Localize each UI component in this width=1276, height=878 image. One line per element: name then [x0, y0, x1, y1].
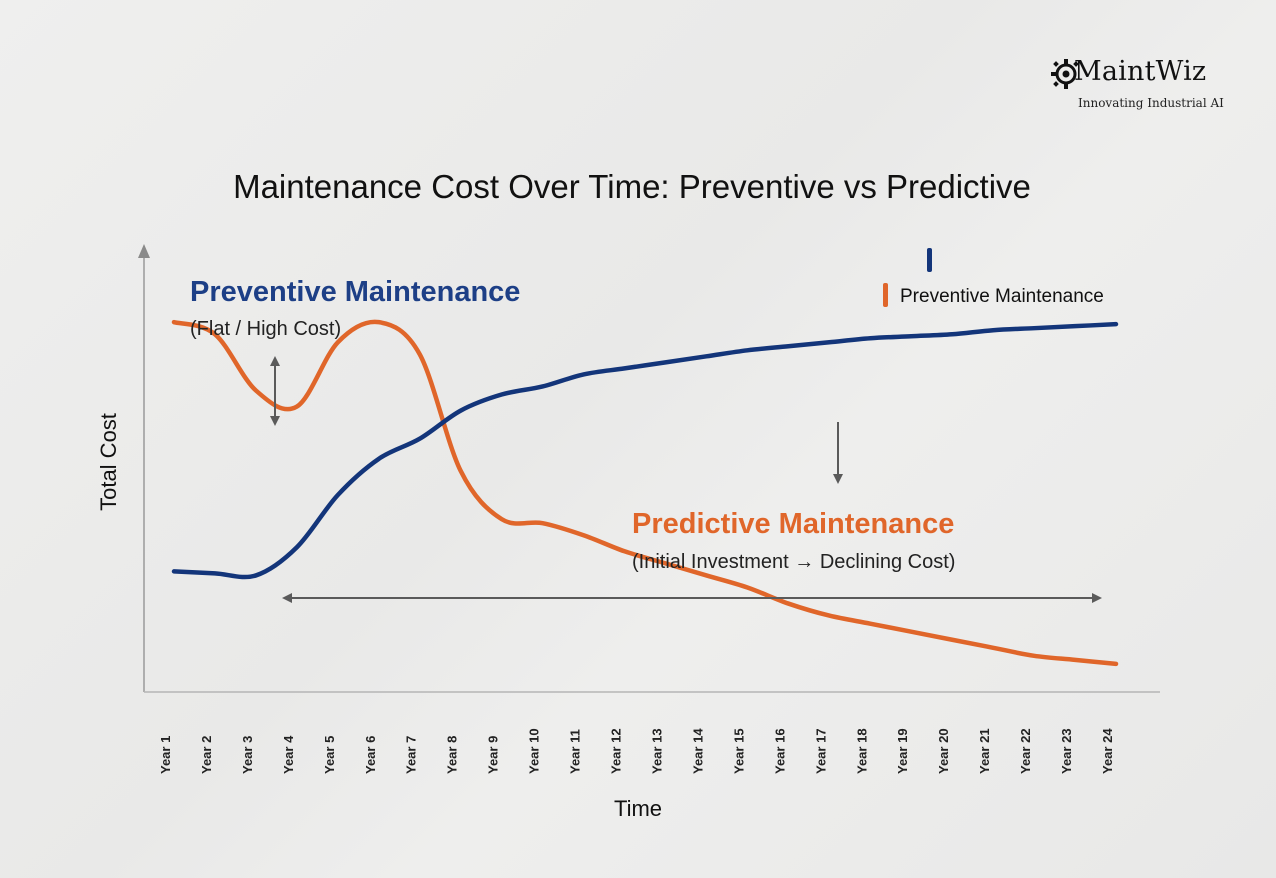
x-tick-label: Year 12	[609, 728, 624, 774]
x-tick-label: Year 14	[690, 728, 705, 774]
x-tick-label: Year 17	[813, 728, 828, 774]
x-tick-label: Year 18	[854, 728, 869, 774]
logo-tagline: Innovating Industrial AI	[1078, 96, 1224, 110]
gear-icon	[1051, 59, 1079, 89]
chart-title: Maintenance Cost Over Time: Preventive v…	[233, 168, 1031, 205]
double-arrow-vertical	[270, 356, 280, 426]
y-axis-label: Total Cost	[96, 413, 121, 511]
x-tick-label: Year 8	[445, 736, 460, 774]
double-arrow-horizontal	[282, 593, 1102, 603]
x-tick-label: Year 10	[527, 728, 542, 774]
series-layer	[171, 319, 1119, 667]
x-tick-label: Year 24	[1100, 728, 1115, 774]
x-tick-label: Year 20	[936, 728, 951, 774]
legend-swatch-1	[883, 283, 888, 307]
x-tick-label: Year 21	[977, 728, 992, 774]
x-tick-label: Year 7	[404, 736, 419, 774]
x-tick-label: Year 13	[649, 728, 664, 774]
legend-swatch-0	[927, 248, 932, 272]
x-tick-label: Year 11	[568, 729, 583, 774]
y-axis-arrowhead	[138, 244, 150, 258]
x-tick-label: Year 22	[1018, 728, 1033, 774]
x-tick-label: Year 15	[731, 728, 746, 774]
x-tick-label: Year 16	[772, 728, 787, 774]
down-arrow	[833, 422, 843, 484]
logo: MaintWiz Innovating Industrial AI	[1050, 52, 1240, 122]
x-tick-label: Year 5	[322, 736, 337, 774]
x-tick-label: Year 9	[486, 736, 501, 774]
x-axis-label: Time	[614, 796, 662, 821]
x-tick-label: Year 23	[1059, 728, 1074, 774]
x-tick-labels: Year 1 Year 2 Year 3 Year 4 Year 5 Year 6 Year…	[158, 728, 1115, 774]
x-tick-label: Year 3	[240, 736, 255, 774]
legend-label-1: Preventive Maintenance	[900, 286, 1104, 307]
annotation-predictive-subtitle: (Initial Investment → Declining Cost)	[632, 551, 955, 573]
legend: Preventive Maintenance	[883, 248, 1104, 307]
annotation-preventive-subtitle: (Flat / High Cost)	[190, 318, 341, 340]
x-tick-label: Year 19	[895, 728, 910, 774]
x-tick-label: Year 1	[158, 736, 173, 774]
series-line-0	[171, 319, 1119, 667]
logo-wordmark: MaintWiz	[1074, 56, 1207, 87]
annotation-preventive-title: Preventive Maintenance	[190, 276, 520, 308]
annotation-predictive-title: Predictive Maintenance	[632, 508, 954, 540]
series-line-1	[171, 321, 1119, 580]
x-tick-label: Year 6	[363, 736, 378, 774]
x-tick-label: Year 2	[199, 736, 214, 774]
x-tick-label: Year 4	[281, 735, 296, 774]
